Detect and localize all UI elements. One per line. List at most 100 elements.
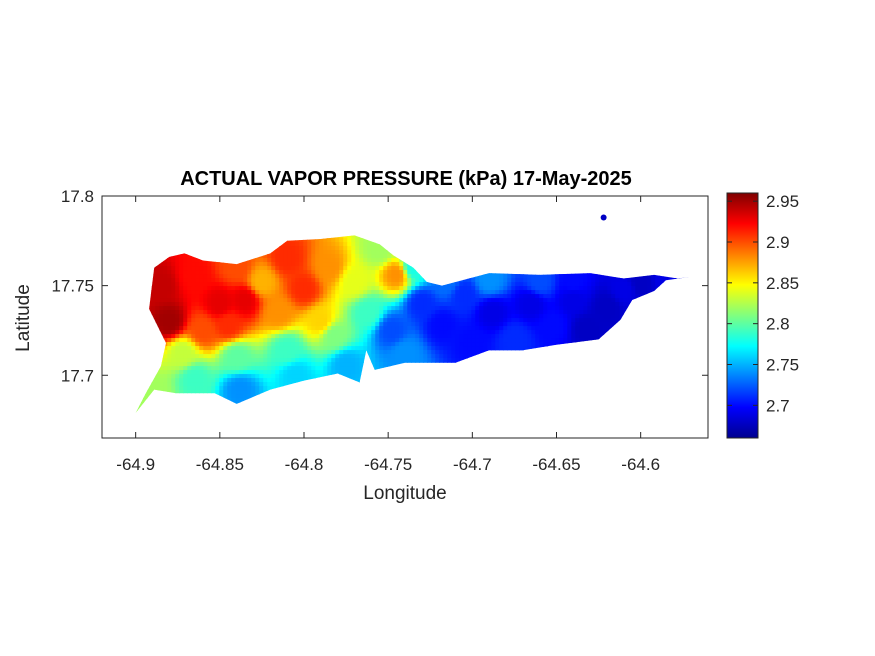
heatmap-cell (367, 298, 372, 303)
heatmap-cell (215, 282, 220, 287)
heatmap-cell (587, 310, 592, 315)
heatmap-cell (347, 254, 352, 259)
heatmap-cell (191, 302, 196, 307)
heatmap-cell (263, 302, 268, 307)
heatmap-cell (275, 302, 280, 307)
heatmap-cell (379, 258, 384, 263)
heatmap-cell (439, 346, 444, 351)
heatmap-cell (179, 282, 184, 287)
heatmap-cell (295, 294, 300, 299)
heatmap-cell (199, 314, 204, 319)
heatmap-cell (191, 350, 196, 355)
heatmap-cell (563, 322, 568, 327)
heatmap-cell (323, 282, 328, 287)
heatmap-cell (491, 326, 496, 331)
heatmap-cell (503, 314, 508, 319)
heatmap-cell (219, 318, 224, 323)
heatmap-cell (375, 298, 380, 303)
heatmap-cell (495, 314, 500, 319)
heatmap-cell (287, 366, 292, 371)
heatmap-cell (315, 254, 320, 259)
heatmap-cell (271, 294, 276, 299)
heatmap-cell (499, 330, 504, 335)
heatmap-cell (247, 262, 252, 267)
heatmap-cell (275, 362, 280, 367)
heatmap-cell (155, 270, 160, 275)
heatmap-cell (319, 310, 324, 315)
heatmap-cell (475, 274, 480, 279)
heatmap-cell (359, 354, 364, 359)
heatmap-cell (403, 342, 408, 347)
heatmap-cell (371, 242, 376, 247)
heatmap-cell (555, 314, 560, 319)
heatmap-cell (627, 282, 632, 287)
heatmap-cell (503, 306, 508, 311)
heatmap-cell (399, 282, 404, 287)
heatmap-cell (343, 326, 348, 331)
heatmap-cell (351, 262, 356, 267)
heatmap-cell (331, 350, 336, 355)
heatmap-cell (435, 354, 440, 359)
heatmap-cell (287, 310, 292, 315)
heatmap-cell (303, 290, 308, 295)
heatmap-cell (451, 302, 456, 307)
heatmap-cell (659, 278, 664, 283)
heatmap-cell (603, 282, 608, 287)
heatmap-cell (375, 338, 380, 343)
heatmap-cell (423, 310, 428, 315)
heatmap-cell (363, 246, 368, 251)
heatmap-cell (359, 262, 364, 267)
heatmap-cell (351, 246, 356, 251)
heatmap-cell (531, 298, 536, 303)
heatmap-cell (347, 310, 352, 315)
heatmap-cell (559, 278, 564, 283)
heatmap-cell (475, 322, 480, 327)
heatmap-cell (387, 262, 392, 267)
heatmap-cell (487, 298, 492, 303)
heatmap-cell (175, 334, 180, 339)
heatmap-cell (359, 362, 364, 367)
heatmap-cell (259, 342, 264, 347)
heatmap-cell (259, 286, 264, 291)
heatmap-cell (499, 286, 504, 291)
heatmap-cell (251, 314, 256, 319)
heatmap-cell (199, 338, 204, 343)
heatmap-cell (415, 330, 420, 335)
heatmap-cell (311, 238, 316, 243)
heatmap-cell (199, 330, 204, 335)
heatmap-cell (251, 342, 256, 347)
heatmap-cell (387, 326, 392, 331)
heatmap-cell (423, 322, 428, 327)
heatmap-cell (567, 282, 572, 287)
heatmap-cell (171, 362, 176, 367)
heatmap-cell (419, 350, 424, 355)
heatmap-cell (255, 346, 260, 351)
heatmap-cell (255, 258, 260, 263)
heatmap-cell (403, 282, 408, 287)
heatmap-cell (167, 274, 172, 279)
heatmap-cell (411, 266, 416, 271)
heatmap-cell (387, 338, 392, 343)
heatmap-cell (343, 354, 348, 359)
heatmap-cell (335, 286, 340, 291)
heatmap-cell (327, 258, 332, 263)
heatmap-cell (251, 322, 256, 327)
heatmap-cell (175, 298, 180, 303)
heatmap-cell (391, 326, 396, 331)
heatmap-cell (275, 278, 280, 283)
heatmap-cell (575, 318, 580, 323)
heatmap-cell (259, 270, 264, 275)
heatmap-cell (495, 290, 500, 295)
heatmap-cell (567, 286, 572, 291)
heatmap-cell (331, 278, 336, 283)
heatmap-cell (171, 366, 176, 371)
heatmap-cell (383, 254, 388, 259)
heatmap-cell (307, 338, 312, 343)
heatmap-cell (303, 242, 308, 247)
heatmap-cell (443, 302, 448, 307)
heatmap-cell (587, 298, 592, 303)
heatmap-cell (391, 362, 396, 367)
heatmap-cell (219, 302, 224, 307)
heatmap-cell (263, 322, 268, 327)
heatmap-cell (327, 346, 332, 351)
